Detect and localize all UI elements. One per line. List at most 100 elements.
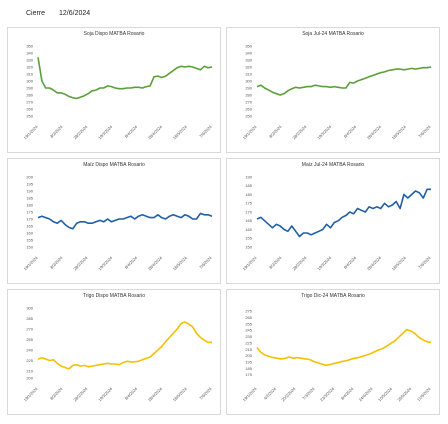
chart-svg-5: 300 285 270 255 240 225 210 200 19/1/2024 8/2/202… — [23, 305, 214, 403]
x-tick-label: 8/4/2024 — [124, 255, 139, 270]
x-tick-label: 8/4/2024 — [343, 124, 358, 139]
y-tick-label: 330 — [245, 57, 252, 62]
y-tick-label: 280 — [26, 92, 33, 97]
y-tick-label: 190 — [245, 174, 252, 179]
y-tick-label: 160 — [245, 227, 252, 232]
y-tick-label: 300 — [245, 78, 252, 83]
y-tick-label: 165 — [245, 218, 252, 223]
x-tick-label: 7/6/2024 — [198, 255, 213, 270]
y-tick-label: 255 — [26, 337, 33, 342]
y-tick-label: 235 — [245, 334, 252, 339]
x-tick-label: 28/4/2024 — [366, 124, 383, 141]
y-tick-label: 225 — [245, 340, 252, 345]
series-line — [256, 188, 431, 238]
y-tick-label: 245 — [245, 328, 252, 333]
x-tick-label: 4/2/2024 — [262, 386, 277, 401]
x-tick-label: 18/5/2024 — [391, 124, 408, 141]
x-tick-label: 19/1/2024 — [23, 255, 40, 272]
y-tick-label: 270 — [26, 99, 33, 104]
x-tick-label: 19/3/2024 — [316, 255, 333, 272]
y-tick-label: 250 — [26, 113, 33, 118]
y-tick-label: 175 — [245, 201, 252, 206]
x-tick-label: 28/2/2024 — [72, 124, 89, 141]
x-tick-label: 28/2/2024 — [291, 255, 308, 272]
y-tick-label: 195 — [26, 181, 33, 186]
report-header: Cierre 12/6/2024 — [26, 10, 102, 17]
y-tick-label: 340 — [245, 50, 252, 55]
x-tick-label: 7/6/2024 — [417, 124, 432, 139]
series-line — [37, 57, 213, 100]
chart-panel-5: Trigo Dispo MATBA Rosario 300 285 270 255 24… — [7, 289, 221, 415]
y-tick-label: 150 — [245, 244, 252, 249]
x-tick-label: 8/2/2024 — [49, 124, 64, 139]
y-tick-label: 275 — [245, 309, 252, 314]
y-tick-label: 175 — [245, 372, 252, 377]
y-tick-label: 310 — [245, 71, 252, 76]
x-tick-label: 7/6/2024 — [198, 124, 213, 139]
chart-title: Maíz Jul-24 MATBA Rosario — [301, 162, 365, 168]
series-line — [37, 212, 213, 230]
chart-svg-2: 350 340 330 320 310 300 290 280 270 260 250 19/1/20… — [242, 43, 433, 141]
x-tick-label: 8/4/2024 — [124, 124, 139, 139]
chart-panel-3: Maíz Dispo MATBA Rosario 200 195 190 185 180… — [7, 158, 221, 284]
y-tick-label: 270 — [245, 99, 252, 104]
x-tick-label: 19/1/2024 — [23, 124, 40, 141]
chart-panel-1: Soja Dispo MATBA Rosario 350 340 330 320 310… — [7, 27, 221, 153]
x-tick-label: 18/5/2024 — [391, 255, 408, 272]
y-tick-label: 260 — [26, 106, 33, 111]
chart-svg-4: 190 185 180 175 170 165 160 155 150 19/1/2024 8/2/… — [242, 174, 433, 272]
y-tick-label: 300 — [26, 305, 33, 310]
y-tick-label: 205 — [245, 353, 252, 358]
y-tick-label: 160 — [26, 230, 33, 235]
y-tick-label: 310 — [26, 71, 33, 76]
x-tick-label: 28/4/2024 — [147, 386, 164, 403]
y-tick-label: 270 — [26, 326, 33, 331]
y-tick-label: 290 — [245, 85, 252, 90]
y-tick-label: 165 — [26, 223, 33, 228]
x-tick-label: 10/5/2024 — [377, 386, 394, 403]
y-tick-label: 215 — [245, 347, 252, 352]
x-tick-label: 8/2/2024 — [268, 124, 283, 139]
y-tick-label: 155 — [245, 236, 252, 241]
x-tick-label: 28/2/2024 — [72, 386, 89, 403]
chart-title: Soja Jul-24 MATBA Rosario — [302, 31, 364, 37]
y-tick-label: 255 — [245, 321, 252, 326]
x-tick-label: 28/4/2024 — [147, 255, 164, 272]
y-tick-label: 185 — [26, 195, 33, 200]
x-tick-label: 28/4/2024 — [147, 124, 164, 141]
chart-grid: Soja Dispo MATBA Rosario 350 340 330 320 310… — [7, 27, 440, 417]
x-tick-label: 8/2/2024 — [49, 386, 64, 401]
x-tick-label: 7/6/2024 — [198, 386, 213, 401]
y-tick-label: 350 — [245, 43, 252, 48]
x-tick-label: 19/3/2024 — [97, 124, 114, 141]
y-tick-label: 200 — [26, 174, 33, 179]
y-tick-label: 340 — [26, 50, 33, 55]
x-tick-label: 19/3/2024 — [97, 255, 114, 272]
y-tick-label: 280 — [245, 92, 252, 97]
series-line — [256, 66, 432, 96]
x-tick-label: 19/3/2024 — [97, 386, 114, 403]
x-tick-label: 28/4/2024 — [366, 255, 383, 272]
x-tick-label: 8/4/2024 — [340, 386, 355, 401]
y-tick-label: 180 — [245, 192, 252, 197]
x-tick-label: 28/2/2024 — [291, 124, 308, 141]
series-line — [256, 328, 432, 367]
x-tick-label: 26/5/2024 — [396, 386, 413, 403]
y-tick-label: 285 — [26, 316, 33, 321]
y-tick-label: 320 — [26, 64, 33, 69]
x-tick-label: 19/1/2024 — [242, 124, 259, 141]
x-tick-label: 11/6/2024 — [416, 386, 432, 402]
y-tick-label: 200 — [26, 375, 33, 380]
y-tick-label: 195 — [245, 359, 252, 364]
x-tick-label: 8/4/2024 — [124, 386, 139, 401]
y-tick-label: 260 — [245, 106, 252, 111]
y-tick-label: 250 — [245, 113, 252, 118]
x-tick-label: 7/6/2024 — [417, 255, 432, 270]
chart-svg-1: 350 340 330 320 310 300 290 280 270 260 250 19/1/20… — [23, 43, 214, 141]
x-tick-label: 19/1/2024 — [242, 255, 259, 272]
y-tick-label: 320 — [245, 64, 252, 69]
y-tick-label: 300 — [26, 78, 33, 83]
x-tick-label: 8/2/2024 — [268, 255, 283, 270]
y-tick-label: 225 — [26, 358, 33, 363]
